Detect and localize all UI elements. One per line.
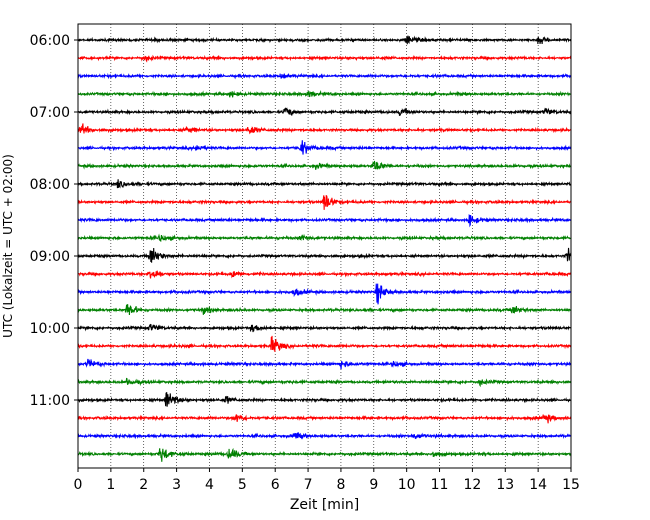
x-tick-label-10: 10: [398, 477, 416, 493]
trace-0800: [77, 179, 572, 189]
y-tick-label-06:00: 06:00: [30, 33, 70, 49]
trace-layer: [77, 35, 572, 462]
x-tick-label-12: 12: [463, 477, 481, 493]
y-tick-label-08:00: 08:00: [30, 177, 70, 193]
x-tick-label-15: 15: [562, 477, 580, 493]
x-tick-label-11: 11: [431, 477, 449, 493]
x-tick-label-5: 5: [238, 477, 247, 493]
x-tick-label-9: 9: [369, 477, 378, 493]
x-tick-label-2: 2: [139, 477, 148, 493]
x-axis: 0 1 2 3 4 5 6 7 8 9 10 11 12 13 14 15: [74, 468, 580, 493]
x-axis-label: Zeit [min]: [290, 497, 359, 513]
trace-1015: [77, 335, 572, 352]
trace-0600: [77, 35, 572, 45]
trace-0945: [77, 304, 572, 315]
trace-0645: [77, 90, 572, 98]
y-axis-label: UTC (Lokalzeit = UTC + 02:00): [1, 154, 15, 338]
y-tick-label-07:00: 07:00: [30, 105, 70, 121]
x-tick-label-1: 1: [106, 477, 115, 493]
x-tick-label-6: 6: [271, 477, 280, 493]
trace-0830: [77, 213, 572, 228]
trace-0745: [77, 160, 572, 171]
grid-layer: [110, 24, 539, 468]
y-axis: 06:00 07:00 08:00 09:00 10:00 11:00: [30, 33, 78, 409]
trace-0615: [77, 54, 572, 63]
x-tick-label-13: 13: [496, 477, 514, 493]
trace-0900: [77, 247, 572, 263]
trace-0815: [77, 194, 572, 210]
x-tick-label-0: 0: [74, 477, 83, 493]
trace-0845: [77, 233, 572, 243]
x-tick-label-7: 7: [304, 477, 313, 493]
x-tick-label-14: 14: [529, 477, 547, 493]
y-tick-label-10:00: 10:00: [30, 321, 70, 337]
trace-0700: [77, 107, 572, 116]
plot-frame: [77, 23, 572, 469]
trace-1100: [77, 392, 571, 407]
trace-1115: [77, 414, 572, 424]
trace-1000: [77, 323, 572, 333]
trace-0730: [77, 140, 572, 155]
y-tick-label-09:00: 09:00: [30, 249, 70, 265]
y-tick-label-11:00: 11:00: [30, 393, 70, 409]
trace-1145: [77, 447, 572, 462]
x-tick-label-4: 4: [205, 477, 214, 493]
x-tick-label-3: 3: [172, 477, 181, 493]
trace-0930: [77, 283, 572, 305]
trace-1045: [77, 377, 572, 388]
trace-0915: [77, 270, 572, 279]
trace-0715: [77, 123, 572, 135]
trace-1130: [77, 432, 572, 440]
trace-1030: [77, 358, 572, 370]
trace-0630: [77, 72, 572, 80]
x-tick-label-8: 8: [336, 477, 345, 493]
